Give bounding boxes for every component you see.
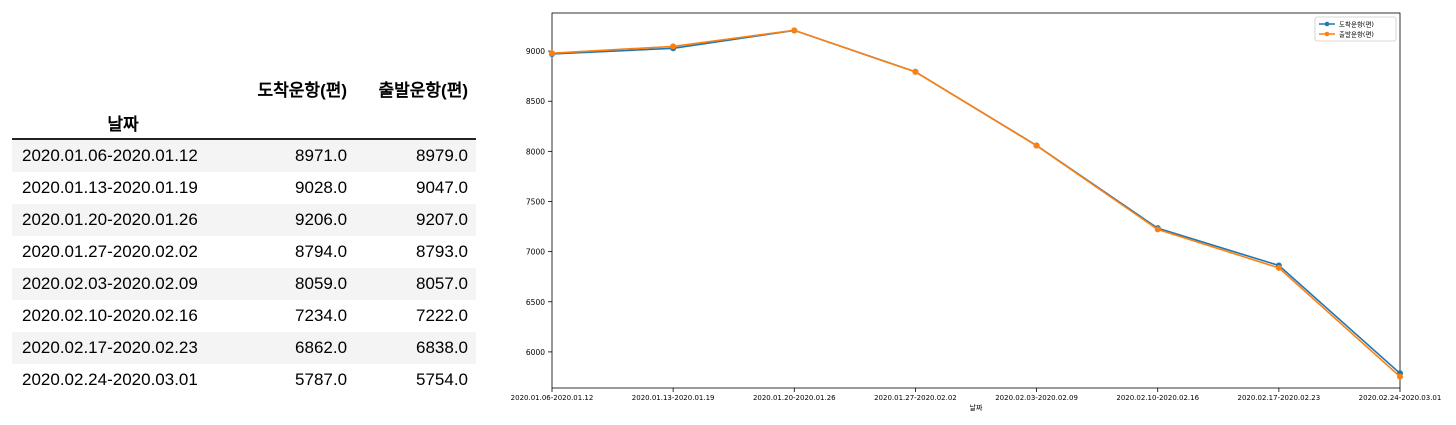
row-departures-value: 9047.0 [355,172,476,204]
series-2-point [1397,373,1403,380]
legend-swatch-marker [1324,31,1330,37]
series-2-point [670,43,677,50]
row-date: 2020.01.13-2020.01.19 [12,172,235,204]
legend-label: 출발운항(편) [1339,30,1374,39]
legend-swatch-marker [1324,21,1330,27]
table-row: 2020.02.17-2020.02.23 6862.0 6838.0 [12,332,476,364]
column-header-departures: 출발운항(편) [355,70,476,106]
table-row: 2020.02.03-2020.02.09 8059.0 8057.0 [12,268,476,300]
row-arrivals-value: 6862.0 [234,332,356,364]
series-line-1 [551,29,1401,374]
series-2-point [1275,264,1282,271]
row-date: 2020.02.24-2020.03.01 [12,364,235,396]
dataframe-table: 도착운항(편) 출발운항(편) 날짜 2020.01.06-2020.01.12… [12,70,476,396]
x-tick-label: 2020.01.27-2020.02.02 [874,394,957,402]
plot-frame [551,12,1401,389]
row-date: 2020.02.10-2020.02.16 [12,300,235,332]
y-tick-label: 9000 [526,47,545,56]
row-arrivals-value: 8059.0 [234,268,356,300]
table-row: 2020.01.13-2020.01.19 9028.0 9047.0 [12,172,476,204]
row-arrivals-value: 9206.0 [234,204,356,236]
row-date: 2020.02.17-2020.02.23 [12,332,235,364]
x-tick-label: 2020.02.10-2020.02.16 [1116,394,1199,402]
row-date: 2020.02.03-2020.02.09 [12,268,235,300]
x-tick-label: 2020.02.03-2020.02.09 [995,394,1078,402]
table-row: 2020.02.24-2020.03.01 5787.0 5754.0 [12,364,476,396]
dataframe-table-container: 도착운항(편) 출발운항(편) 날짜 2020.01.06-2020.01.12… [12,70,476,396]
column-header-row: 도착운항(편) 출발운항(편) [12,70,476,106]
index-row-blank-cell [355,106,476,139]
x-tick-label: 2020.01.06-2020.01.12 [511,394,594,402]
legend-label: 도착운항(편) [1339,20,1374,29]
y-tick-label: 6000 [526,348,545,357]
row-arrivals-value: 5787.0 [234,364,356,396]
line-chart: 6000 6500 7000 7500 8000 8500 9000 2020.01.06-2… [511,12,1442,412]
table-row: 2020.01.27-2020.02.02 8794.0 8793.0 [12,236,476,268]
row-departures-value: 6838.0 [355,332,476,364]
row-departures-value: 8979.0 [355,139,476,172]
series-2-point [549,50,555,57]
row-arrivals-value: 8794.0 [234,236,356,268]
row-departures-value: 5754.0 [355,364,476,396]
table-row: 2020.01.06-2020.01.12 8971.0 8979.0 [12,139,476,172]
table-row: 2020.02.10-2020.02.16 7234.0 7222.0 [12,300,476,332]
line-chart-container: 6000 6500 7000 7500 8000 8500 9000 2020.01.06-2… [500,0,1456,421]
row-arrivals-value: 9028.0 [234,172,356,204]
row-departures-value: 7222.0 [355,300,476,332]
table-body: 2020.01.06-2020.01.12 8971.0 8979.0 2020… [12,139,476,396]
index-row-blank-cell [234,106,356,139]
series-2-point [791,27,798,34]
x-tick-label: 2020.02.24-2020.03.01 [1359,394,1442,402]
row-date: 2020.01.27-2020.02.02 [12,236,235,268]
index-name-header: 날짜 [12,106,235,139]
series-2-point [1154,226,1161,233]
blank-corner-cell [12,70,235,106]
x-axis-label: 날짜 [970,403,983,412]
row-date: 2020.01.06-2020.01.12 [12,139,235,172]
row-arrivals-value: 7234.0 [234,300,356,332]
x-tick-label: 2020.01.13-2020.01.19 [632,394,715,402]
index-name-row: 날짜 [12,106,476,139]
row-departures-value: 8793.0 [355,236,476,268]
series-2-point [1033,142,1040,149]
y-tick-label: 8500 [526,97,545,106]
column-header-arrivals: 도착운항(편) [234,70,356,106]
y-tick-label: 6500 [526,298,545,307]
y-tick-label: 7000 [526,248,545,257]
x-tick-label: 2020.01.20-2020.01.26 [753,394,836,402]
row-departures-value: 8057.0 [355,268,476,300]
x-tick-label: 2020.02.17-2020.02.23 [1238,394,1321,402]
series-line-2 [551,29,1401,378]
row-arrivals-value: 8971.0 [234,139,356,172]
table-row: 2020.01.20-2020.01.26 9206.0 9207.0 [12,204,476,236]
series-2-point [912,68,919,75]
legend-box [1314,16,1397,42]
row-departures-value: 9207.0 [355,204,476,236]
y-tick-label: 7500 [526,198,545,207]
y-tick-label: 8000 [526,147,545,156]
row-date: 2020.01.20-2020.01.26 [12,204,235,236]
